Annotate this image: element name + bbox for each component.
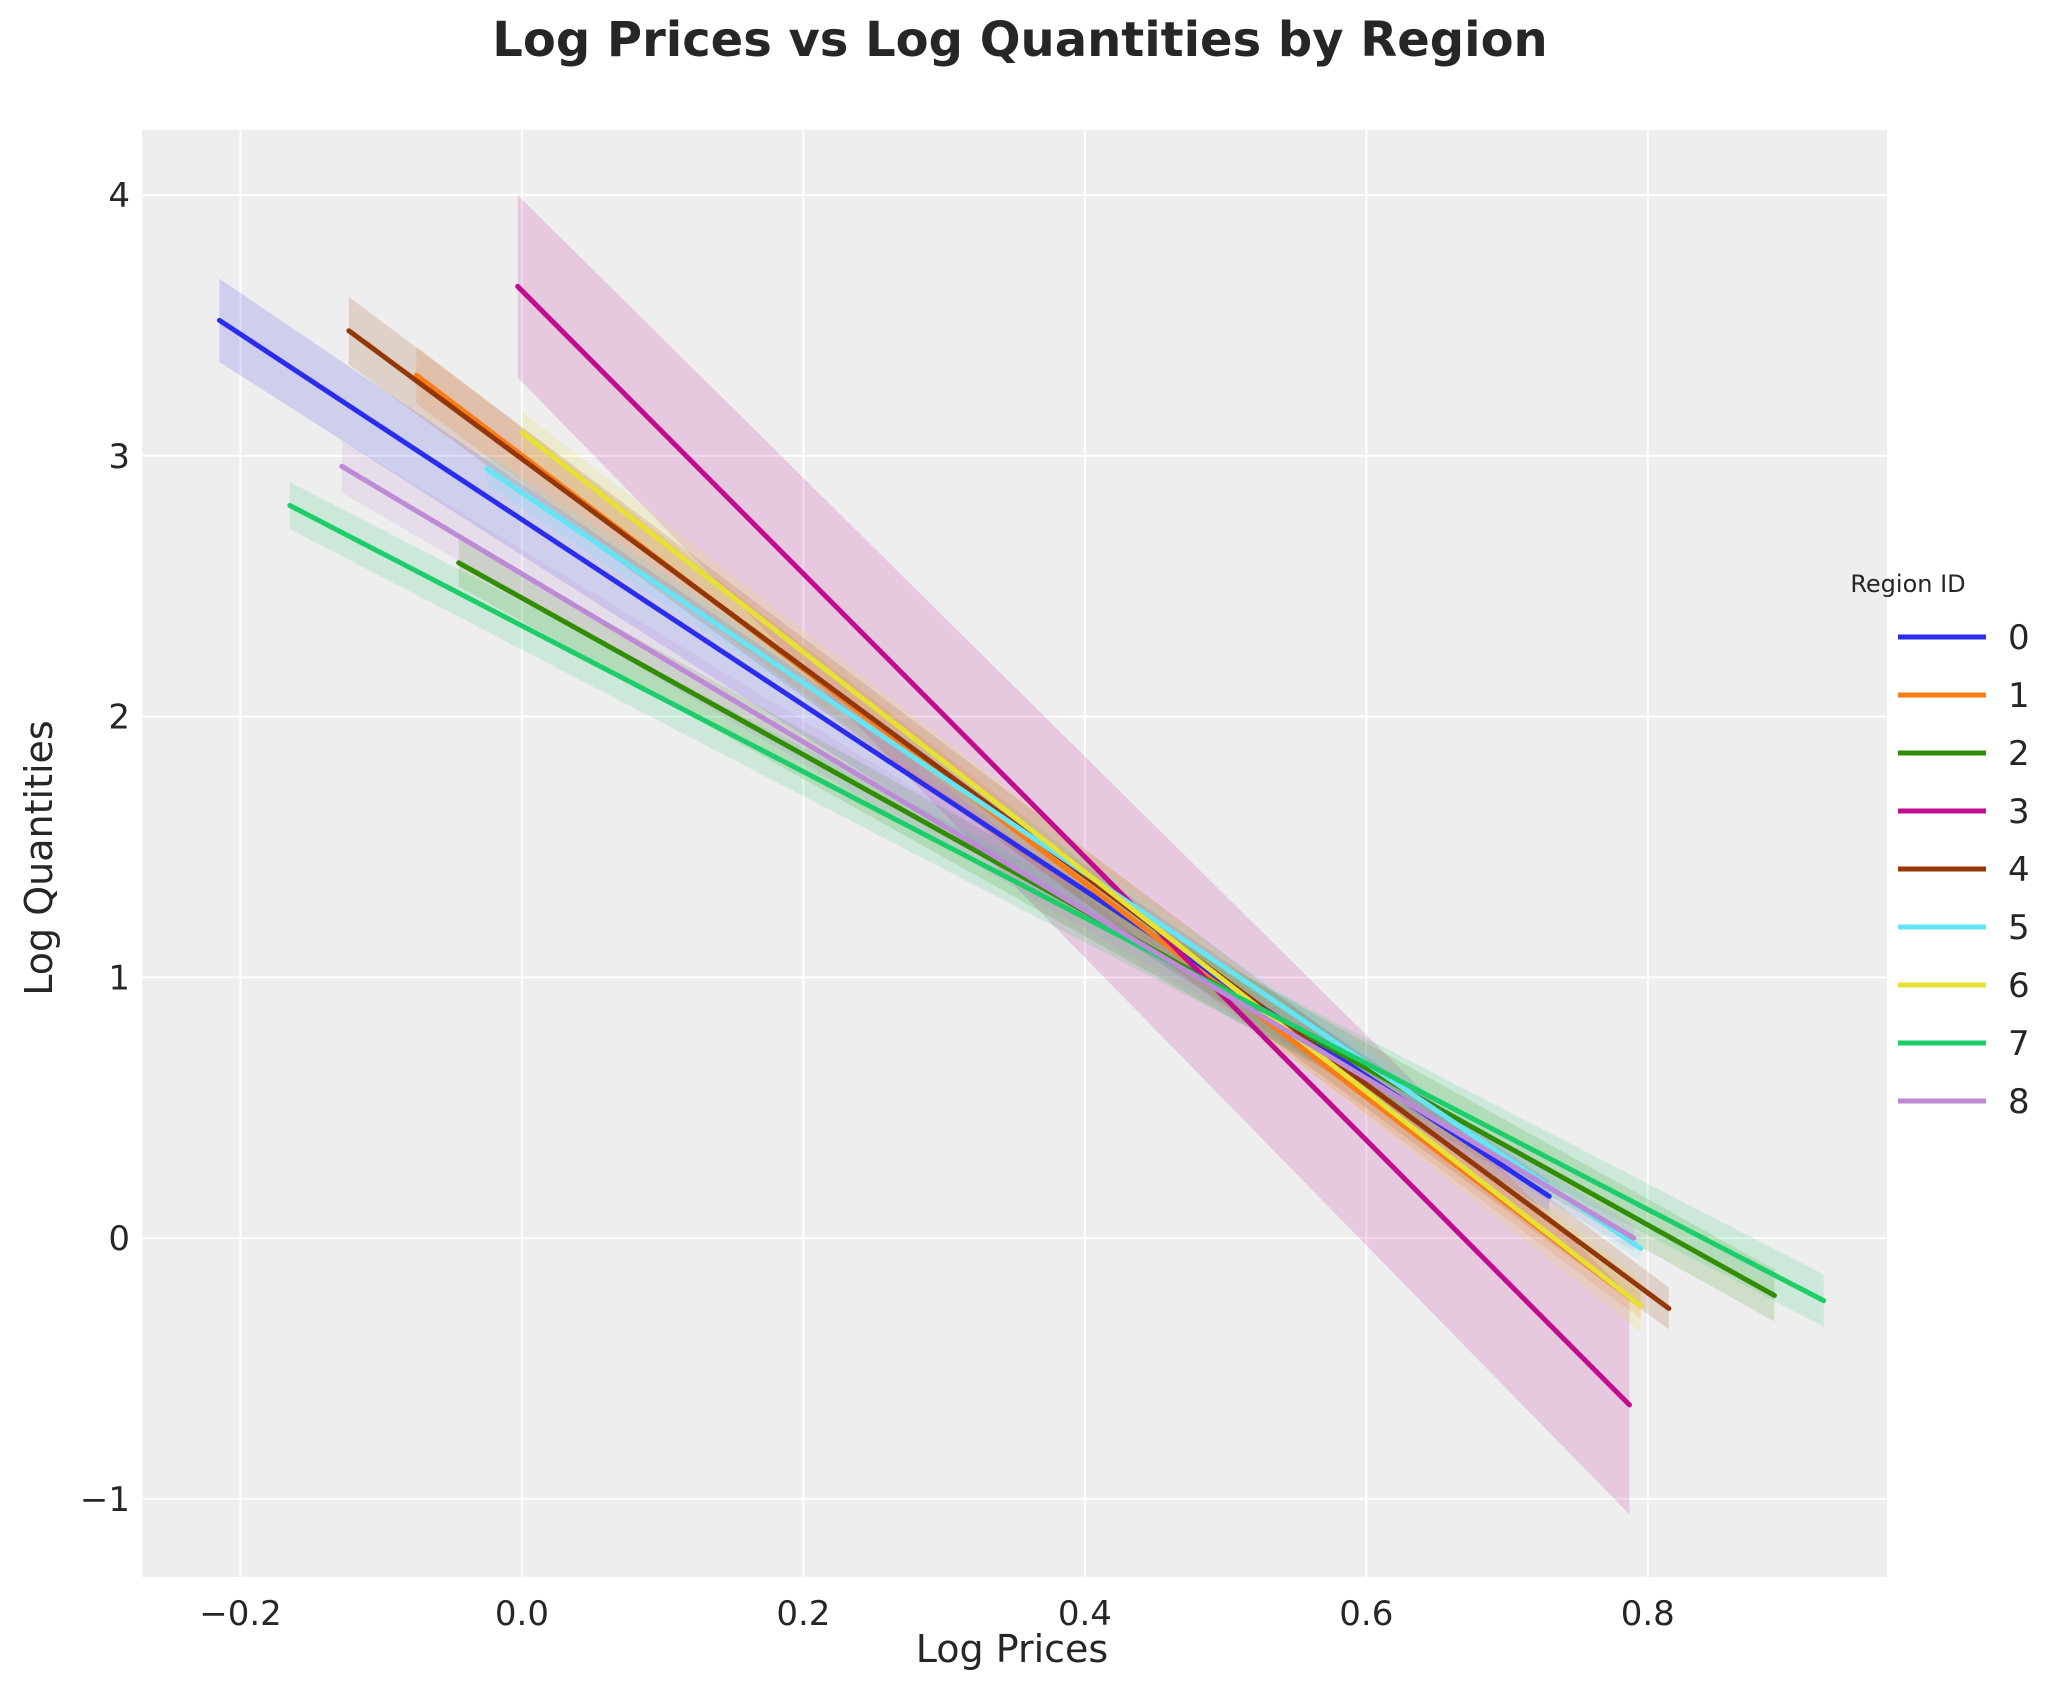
- regression-lines: [216, 283, 1827, 1408]
- chart-title: Log Prices vs Log Quantities by Region: [492, 12, 1547, 68]
- x-axis-ticks: −0.2 0.0 0.2 0.4 0.6 0.8: [199, 1594, 1675, 1634]
- line-region-6: [519, 429, 1644, 1309]
- x-tick-label: 0.0: [495, 1594, 549, 1634]
- y-tick-label: 1: [108, 958, 130, 998]
- legend-label-region-1: 1: [2008, 676, 2030, 716]
- legend: Region ID 0 1 2 3 4 5 6 7 8: [1850, 570, 2029, 1122]
- x-tick-label: −0.2: [199, 1594, 282, 1634]
- plot-area: [142, 130, 1887, 1577]
- y-tick-label: 4: [108, 176, 130, 216]
- line-region-8: [339, 463, 1637, 1241]
- y-tick-label: −1: [80, 1480, 130, 1520]
- legend-label-region-6: 6: [2008, 966, 2030, 1006]
- y-tick-label: 3: [108, 437, 130, 477]
- line-region-0: [216, 317, 1552, 1199]
- legend-label-region-2: 2: [2008, 734, 2030, 774]
- legend-title: Region ID: [1850, 570, 1965, 598]
- x-axis-label: Log Prices: [916, 1627, 1108, 1671]
- y-tick-label: 2: [108, 698, 130, 738]
- x-tick-label: 0.4: [1058, 1594, 1112, 1634]
- grid: [142, 130, 1887, 1577]
- legend-label-region-8: 8: [2008, 1082, 2030, 1122]
- x-tick-label: 0.8: [1621, 1594, 1675, 1634]
- y-axis-label: Log Quantities: [17, 720, 61, 995]
- legend-label-region-3: 3: [2008, 792, 2030, 832]
- legend-label-region-5: 5: [2008, 908, 2030, 948]
- y-tick-label: 0: [108, 1219, 130, 1259]
- line-region-3: [515, 283, 1632, 1408]
- y-axis-ticks: −1 0 1 2 3 4: [80, 176, 130, 1520]
- line-region-7: [287, 502, 1827, 1304]
- legend-label-region-7: 7: [2008, 1024, 2030, 1064]
- line-region-5: [484, 466, 1644, 1251]
- legend-label-region-4: 4: [2008, 850, 2030, 890]
- x-tick-label: 0.2: [776, 1594, 830, 1634]
- x-tick-label: 0.6: [1339, 1594, 1393, 1634]
- legend-label-region-0: 0: [2008, 618, 2030, 658]
- confidence-band-region-3: [517, 195, 1630, 1515]
